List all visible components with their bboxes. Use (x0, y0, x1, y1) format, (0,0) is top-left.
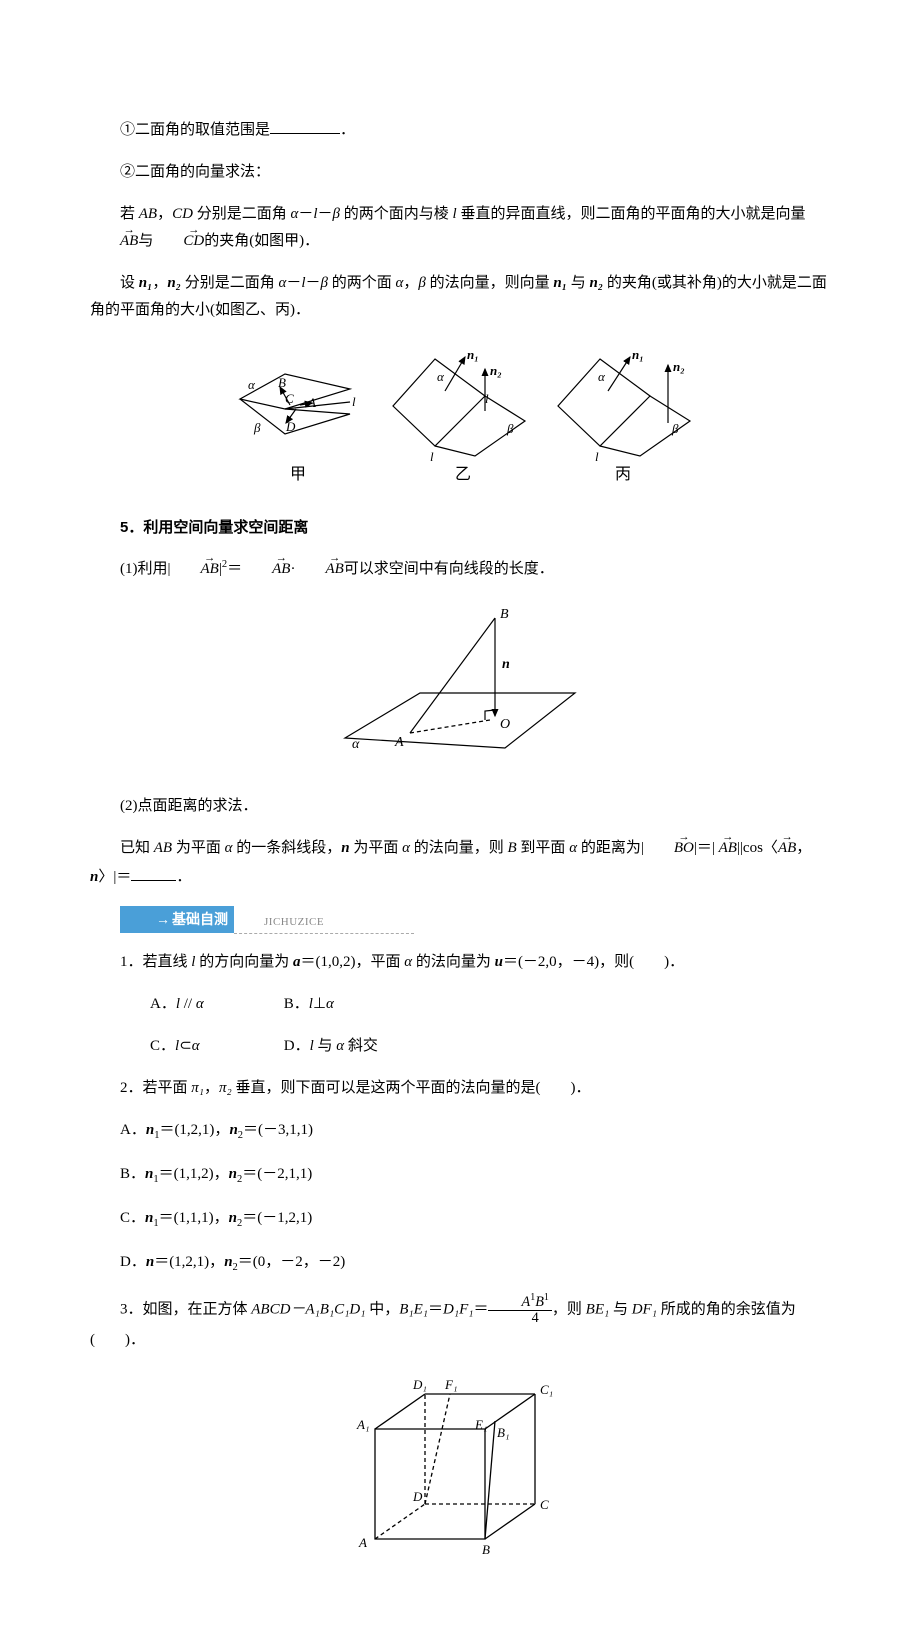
svg-text:A₁: A₁ (356, 1417, 369, 1432)
svg-text:A: A (394, 735, 404, 750)
svg-text:l: l (352, 394, 356, 409)
svg-text:β: β (253, 420, 261, 435)
figure-dihedral-three: α B C A β D l 甲 α n₁ n₂ β l l 乙 (90, 339, 830, 499)
svg-text:B: B (278, 375, 286, 390)
q2-option-a: A．n1＝(1,2,1)，n2＝(－3,1,1) (90, 1117, 830, 1146)
svg-text:l: l (430, 449, 434, 464)
fraction-a1b1-4: A1B14 (488, 1293, 551, 1327)
svg-text:A: A (358, 1535, 367, 1550)
svg-text:O: O (500, 717, 510, 732)
question-2: 2．若平面 π₁，π₂ 垂直，则下面可以是这两个平面的法向量的是( )． (90, 1075, 830, 1102)
section-5-title: 5．利用空间向量求空间距离 (90, 514, 830, 541)
svg-text:F₁: F₁ (444, 1377, 457, 1392)
svg-text:α: α (248, 377, 256, 392)
blank-range (270, 115, 340, 134)
svg-text:B: B (500, 607, 509, 622)
q2-option-b: B．n1＝(1,1,2)，n2＝(－2,1,1) (90, 1161, 830, 1190)
para-method: ②二面角的向量求法： (90, 159, 830, 186)
para-normal-vectors: 设 n₁，n₂ 分别是二面角 α－l－β 的两个面 α，β 的法向量，则向量 n… (90, 270, 830, 324)
jichu-pinyin: JICHUZICE (234, 913, 414, 934)
para-ab-cd: 若 AB，CD 分别是二面角 α－l－β 的两个面内与棱 l 垂直的异面直线，则… (90, 201, 830, 255)
svg-text:B₁: B₁ (497, 1425, 509, 1440)
svg-text:C₁: C₁ (540, 1382, 553, 1397)
q1-options-1: A．l // α B．l⊥α (90, 991, 830, 1018)
section-tag-jichu: 基础自测 (120, 906, 234, 933)
svg-text:D₁: D₁ (412, 1377, 427, 1392)
blank-distance (131, 862, 176, 881)
svg-text:甲: 甲 (290, 466, 306, 483)
para-point-plane-formula: 已知 AB 为平面 α 的一条斜线段，n 为平面 α 的法向量，则 B 到平面 … (90, 835, 830, 891)
para-point-plane-title: (2)点面距离的求法． (90, 793, 830, 820)
section-jichu: 基础自测JICHUZICE (90, 906, 830, 934)
svg-text:B: B (482, 1542, 490, 1557)
svg-text:α: α (598, 369, 606, 384)
svg-text:β: β (506, 421, 514, 436)
question-1: 1．若直线 l 的方向向量为 a＝(1,0,2)，平面 α 的法向量为 u＝(－… (90, 949, 830, 976)
text-range: ①二面角的取值范围是 (120, 122, 270, 138)
figure-cube: A B C D A₁ B₁ C₁ D₁ E₁ F₁ (90, 1369, 830, 1579)
svg-text:n₁: n₁ (632, 347, 644, 362)
svg-text:α: α (437, 369, 445, 384)
svg-text:乙: 乙 (455, 466, 471, 483)
q2-option-c: C．n1＝(1,1,1)，n2＝(－1,2,1) (90, 1205, 830, 1234)
para-length-formula: (1)利用|AB|2＝AB·AB可以求空间中有向线段的长度． (90, 556, 830, 583)
svg-text:n₂: n₂ (490, 363, 502, 378)
q2-option-d: D．n＝(1,2,1)，n2＝(0，－2，－2) (90, 1249, 830, 1278)
svg-text:D: D (412, 1489, 423, 1504)
q1-options-2: C．l⊂α D．l 与 α 斜交 (90, 1033, 830, 1060)
svg-text:n₁: n₁ (467, 347, 479, 362)
figure-point-plane: B n A O α (90, 598, 830, 778)
svg-text:α: α (352, 737, 360, 752)
svg-text:n: n (502, 657, 510, 672)
svg-text:l: l (595, 449, 599, 464)
svg-text:β: β (671, 421, 679, 436)
svg-text:n₂: n₂ (673, 359, 685, 374)
svg-text:E₁: E₁ (474, 1417, 487, 1432)
svg-text:丙: 丙 (615, 466, 631, 483)
svg-text:C: C (540, 1497, 549, 1512)
para-range: ①二面角的取值范围是． (90, 115, 830, 144)
svg-text:l: l (485, 391, 489, 406)
